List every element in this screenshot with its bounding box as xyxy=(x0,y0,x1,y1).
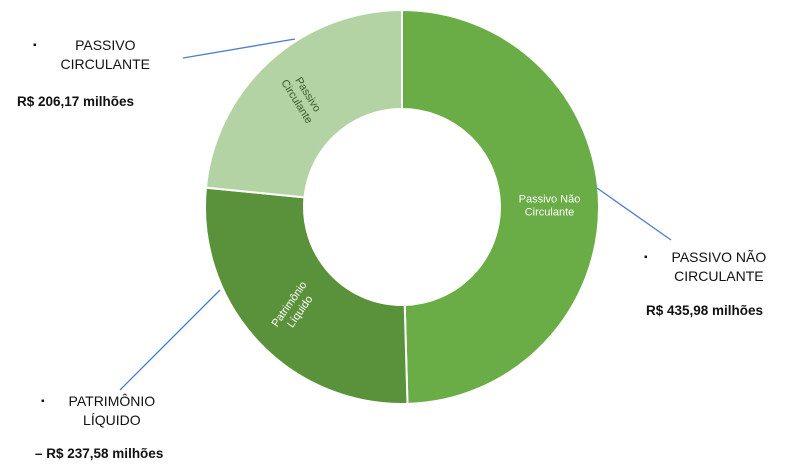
annotation-name-line1: PASSIVO xyxy=(75,37,136,53)
annotation-name-line1: PASSIVO NÃO xyxy=(671,249,767,265)
annotation-name-line2: LÍQUIDO xyxy=(83,412,141,428)
bullet-icon: ▪ xyxy=(33,40,37,51)
bullet-icon: ▪ xyxy=(644,252,648,263)
leader-line-passivo-nao-circulante xyxy=(596,187,672,241)
annotation-value-passivo-nao-circulante: R$ 435,98 milhões xyxy=(646,303,764,318)
annotation-value-passivo-circulante: R$ 206,17 milhões xyxy=(17,94,135,109)
annotation-patrimonio-liquido: ▪ PATRIMÔNIO LÍQUIDO xyxy=(41,392,155,430)
donut-slices xyxy=(204,8,600,405)
annotation-name-line2: CIRCULANTE xyxy=(60,56,151,72)
slice-patrimonio-liquido xyxy=(204,186,409,405)
slice-label-passivo-nao-circulante: Passivo Não Circulante xyxy=(519,193,581,218)
bullet-icon: ▪ xyxy=(41,396,45,407)
leader-line-patrimonio-liquido xyxy=(119,289,221,391)
annotation-passivo-nao-circulante: ▪ PASSIVO NÃO CIRCULANTE xyxy=(644,248,766,286)
leader-line-passivo-circulante xyxy=(182,38,296,59)
slice-passivo-nao-circulante xyxy=(401,8,600,405)
annotation-name-line1: PATRIMÔNIO xyxy=(68,393,156,409)
leader-lines xyxy=(119,38,672,391)
annotation-name-line2: CIRCULANTE xyxy=(674,268,764,284)
slice-passivo-circulante xyxy=(204,8,403,199)
annotation-value-patrimonio-liquido: – R$ 237,58 milhões xyxy=(35,446,164,461)
annotation-passivo-circulante: ▪ PASSIVO CIRCULANTE xyxy=(33,36,150,74)
